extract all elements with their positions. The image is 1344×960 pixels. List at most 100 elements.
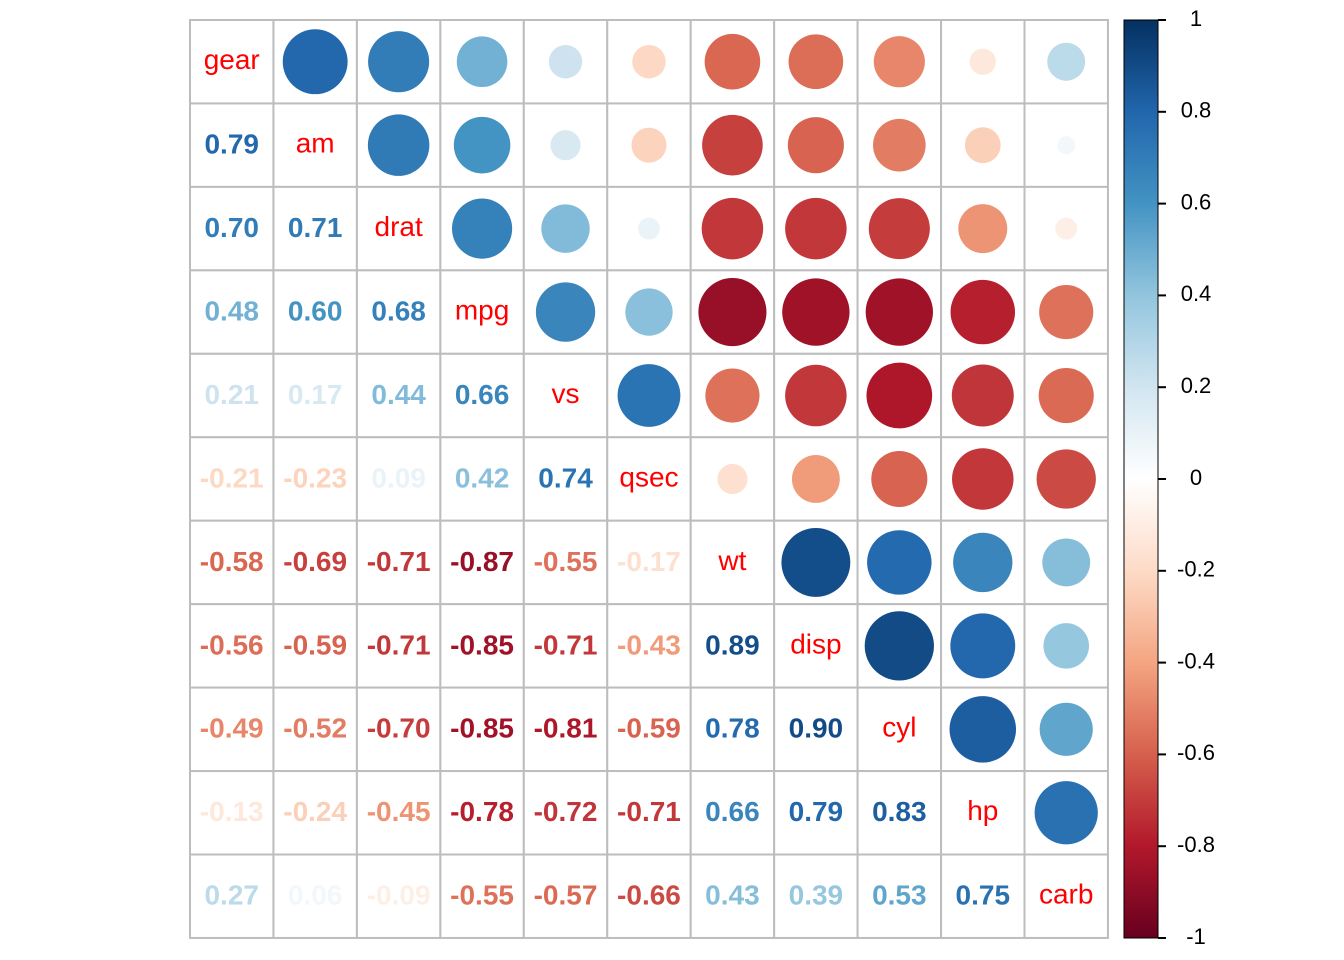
corr-circle-vs-wt [705, 368, 760, 423]
corr-value-cyl-wt: 0.78 [705, 713, 760, 744]
corr-circle-vs-disp [785, 364, 847, 427]
corr-value-vs-gear: 0.21 [204, 379, 259, 410]
colorbar-tick-label: 0.8 [1181, 98, 1212, 123]
corr-value-disp-qsec: -0.43 [617, 629, 681, 660]
corr-value-drat-am: 0.71 [288, 212, 343, 243]
corr-value-wt-vs: -0.55 [534, 546, 598, 577]
corr-circle-am-hp [964, 127, 1001, 164]
colorbar-tick-label: 0.2 [1181, 373, 1212, 398]
variable-label-gear: gear [204, 44, 260, 75]
cell-gear-disp [773, 19, 859, 105]
corr-circle-vs-hp [951, 364, 1014, 427]
corr-circle-am-mpg [453, 116, 511, 174]
corr-circle-am-qsec [631, 127, 667, 163]
cell-hp-qsec [606, 770, 692, 856]
corr-circle-drat-hp [958, 204, 1008, 254]
corr-circle-qsec-disp [791, 455, 840, 503]
corr-value-disp-vs: -0.71 [534, 629, 598, 660]
cell-cyl-wt [689, 686, 776, 773]
corr-value-cyl-mpg: -0.85 [450, 713, 514, 744]
corr-circle-wt-hp [953, 532, 1013, 593]
cell-carb-gear [189, 853, 275, 939]
corr-value-hp-mpg: -0.78 [450, 796, 514, 827]
cell-carb-cyl [856, 853, 943, 939]
colorbar-tick-label: 0 [1190, 465, 1202, 490]
corr-circle-am-vs [550, 130, 581, 161]
cell-gear-gear [189, 19, 275, 105]
cell-carb-hp [940, 853, 1026, 939]
corr-circle-vs-carb [1038, 367, 1094, 424]
corr-circle-drat-wt [701, 197, 764, 260]
colorbar-tick-label: 1 [1190, 6, 1202, 31]
corr-circle-qsec-wt [717, 463, 748, 495]
cell-carb-vs [522, 853, 609, 939]
corr-circle-vs-qsec [617, 364, 681, 427]
corr-value-carb-drat: -0.09 [367, 880, 431, 911]
cell-am-gear [189, 102, 275, 188]
cell-mpg-drat [355, 269, 442, 355]
corr-circle-mpg-wt [698, 278, 767, 347]
corr-circle-wt-carb [1042, 538, 1091, 587]
corr-circle-mpg-vs [535, 282, 596, 342]
corr-circle-wt-cyl [867, 530, 932, 595]
colorbar: 1 0.8 0.6 0.4 0.2 0 -0.2 -0.4 -0.6 -0.8 -1 [1123, 6, 1215, 949]
corr-value-carb-gear: 0.27 [204, 880, 259, 911]
cell-hp-drat [355, 770, 442, 856]
corr-value-hp-am: -0.24 [283, 796, 347, 827]
colorbar-tick-label: 0.6 [1181, 189, 1212, 214]
corr-circle-am-disp [787, 117, 844, 174]
cell-vs-drat [355, 352, 442, 439]
corr-value-carb-disp: 0.39 [789, 880, 844, 911]
cell-drat-gear [189, 185, 275, 272]
cell-am-carb [1023, 102, 1109, 188]
variable-label-disp: disp [790, 628, 841, 659]
corr-circle-gear-vs [548, 44, 583, 79]
cell-disp-gear [189, 603, 275, 689]
cell-vs-am [272, 352, 358, 439]
cell-cyl-disp [773, 686, 859, 773]
corr-value-hp-drat: -0.45 [367, 796, 431, 827]
cell-hp-disp [773, 770, 859, 856]
cell-disp-vs [522, 603, 609, 689]
corr-circle-disp-carb [1043, 623, 1090, 669]
colorbar-tick-label: -1 [1186, 924, 1206, 949]
colorbar-tick-label: -0.2 [1177, 557, 1215, 582]
corr-circle-qsec-cyl [871, 450, 928, 508]
cell-cyl-drat [355, 686, 442, 773]
corr-circle-qsec-carb [1036, 449, 1096, 509]
corr-value-qsec-vs: 0.74 [538, 462, 593, 493]
cell-disp-wt [689, 603, 776, 689]
cell-disp-mpg [439, 603, 525, 689]
corr-circle-gear-am [282, 29, 348, 95]
cell-qsec-gear [189, 436, 275, 522]
cell-carb-qsec [606, 853, 692, 939]
corr-value-disp-wt: 0.89 [705, 629, 760, 660]
corr-value-carb-wt: 0.43 [705, 880, 760, 911]
colorbar-tick-label: -0.6 [1177, 740, 1215, 765]
corr-circle-vs-cyl [866, 362, 933, 429]
variable-label-drat: drat [375, 211, 423, 242]
corr-value-disp-drat: -0.71 [367, 629, 431, 660]
corr-value-cyl-am: -0.52 [283, 713, 347, 744]
corr-value-wt-gear: -0.58 [200, 546, 264, 577]
cell-wt-drat [355, 519, 442, 606]
corr-circle-disp-cyl [864, 611, 934, 681]
corr-circle-cyl-hp [949, 696, 1017, 763]
colorbar-tick-label: -0.4 [1177, 648, 1215, 673]
cell-mpg-mpg [439, 269, 525, 355]
corr-circle-am-cyl [873, 118, 926, 172]
corr-value-carb-am: 0.06 [288, 880, 343, 911]
corr-circle-gear-disp [788, 34, 844, 90]
variable-label-qsec: qsec [619, 461, 678, 492]
cell-hp-gear [189, 770, 275, 856]
corr-value-carb-vs: -0.57 [534, 880, 598, 911]
corr-circle-mpg-cyl [865, 278, 933, 346]
corr-value-vs-am: 0.17 [288, 379, 343, 410]
corr-value-disp-mpg: -0.85 [450, 629, 514, 660]
cell-wt-wt [689, 519, 776, 606]
corr-circle-am-drat [367, 114, 430, 176]
matrix-cells: gear 0.79 am 0.70 0.71 drat 0.48 0.60 0.68 mpg 0.2… [189, 19, 1109, 939]
corr-value-vs-mpg: 0.66 [455, 379, 510, 410]
variable-label-wt: wt [717, 545, 746, 576]
